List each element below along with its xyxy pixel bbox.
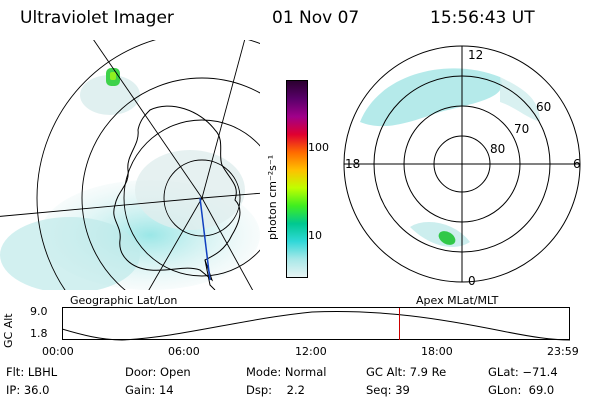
aurora-bright-spot — [438, 231, 456, 245]
door-info: Door: Open — [125, 365, 191, 379]
seq-info: Seq: 39 — [366, 383, 410, 397]
antarctica-coastline — [113, 105, 241, 282]
altitude-xtick: 12:00 — [295, 345, 327, 358]
gc-alt-info: GC Alt: 7.9 Re — [366, 365, 447, 379]
aurora-oval-region — [500, 77, 540, 122]
glat-info: GLat: −71.4 — [488, 365, 558, 379]
colorbar-tick-10: 10 — [308, 229, 322, 242]
lat-lon-grid — [0, 40, 260, 290]
altitude-ytick-high: 9.0 — [30, 305, 48, 318]
mlt-label-6: 6 — [573, 157, 581, 171]
aurora-emission-region — [0, 217, 140, 290]
peninsula-coastline — [204, 259, 216, 290]
mlat-label-60: 60 — [536, 100, 551, 114]
altitude-xtick: 18:00 — [421, 345, 453, 358]
colorbar — [286, 80, 308, 278]
mlat-label-80: 80 — [490, 142, 505, 156]
mlt-label-12: 12 — [468, 48, 483, 62]
aurora-oval-region — [360, 68, 502, 127]
glon-info: GLon: 69.0 — [488, 383, 555, 397]
mlat-label-70: 70 — [514, 122, 529, 136]
mlt-label-0: 0 — [468, 274, 476, 287]
aurora-bright-spot — [110, 72, 116, 80]
polar-plot: 12 0 18 6 60 70 80 — [343, 45, 581, 287]
altitude-xtick: 06:00 — [168, 345, 200, 358]
altitude-ytick-low: 1.8 — [30, 327, 48, 340]
colorbar-tick-100: 100 — [308, 141, 329, 154]
aurora-emission-region — [135, 150, 245, 230]
gain-info: Gain: 14 — [125, 383, 174, 397]
altitude-xtick: 23:59 — [547, 345, 579, 358]
altitude-plot — [62, 307, 570, 341]
ip-info: IP: 36.0 — [6, 383, 50, 397]
colorbar-unit-label: photon cm⁻²s⁻¹ — [266, 154, 279, 240]
time-label: 15:56:43 UT — [430, 8, 535, 28]
altitude-xtick: 00:00 — [42, 345, 74, 358]
instrument-title: Ultraviolet Imager — [20, 8, 174, 28]
mode-info: Mode: Normal — [246, 365, 327, 379]
filter-info: Flt: LBHL — [6, 365, 58, 379]
geo-map-label: Geographic Lat/Lon — [70, 294, 178, 307]
polar-plot-label: Apex MLat/MLT — [416, 294, 499, 307]
date-label: 01 Nov 07 — [272, 8, 360, 28]
altitude-ylabel: GC Alt — [2, 313, 15, 348]
altitude-plot-frame — [62, 307, 570, 340]
terminator-line — [199, 197, 211, 281]
polar-grid — [343, 45, 581, 283]
dsp-info: Dsp: 2.2 — [246, 383, 305, 397]
mlt-label-18: 18 — [345, 157, 360, 171]
altitude-curve — [62, 310, 570, 341]
geographic-map — [0, 40, 260, 290]
